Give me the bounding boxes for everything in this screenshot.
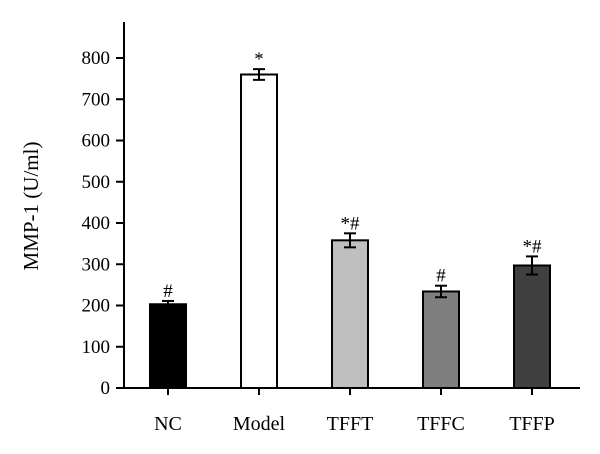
- significance-label: #: [163, 281, 173, 302]
- y-tick-label: 600: [82, 131, 111, 152]
- y-tick-label: 0: [101, 378, 111, 399]
- bar: [331, 239, 369, 389]
- y-axis: 0 100 200 300 400 500 600 700 800: [82, 22, 125, 399]
- significance-label: *#: [341, 213, 361, 234]
- bar: [149, 303, 187, 390]
- bars: # * *# # *#: [149, 49, 551, 390]
- y-tick-label: 500: [82, 172, 111, 193]
- x-tick-label: TFFP: [509, 413, 555, 435]
- bar: [513, 264, 551, 389]
- significance-label: *: [254, 49, 264, 70]
- y-tick-label: 200: [82, 296, 111, 317]
- significance-label: #: [436, 266, 446, 287]
- x-tick-label: TFFC: [417, 413, 465, 435]
- bar: [422, 290, 460, 390]
- y-tick-label: 300: [82, 254, 111, 275]
- significance-label: *#: [523, 236, 543, 257]
- y-tick-label: 100: [82, 337, 111, 358]
- bar: [240, 73, 278, 389]
- x-tick-label: NC: [154, 413, 182, 435]
- y-tick-label: 700: [82, 89, 111, 110]
- x-tick-label: Model: [233, 413, 286, 435]
- x-tick-label: TFFT: [327, 413, 374, 435]
- y-tick-label: 400: [82, 213, 111, 234]
- y-tick-label: 800: [82, 48, 111, 69]
- y-axis-label: MMP-1 (U/ml): [19, 142, 43, 271]
- x-axis: NC Model TFFT TFFC TFFP: [123, 387, 580, 435]
